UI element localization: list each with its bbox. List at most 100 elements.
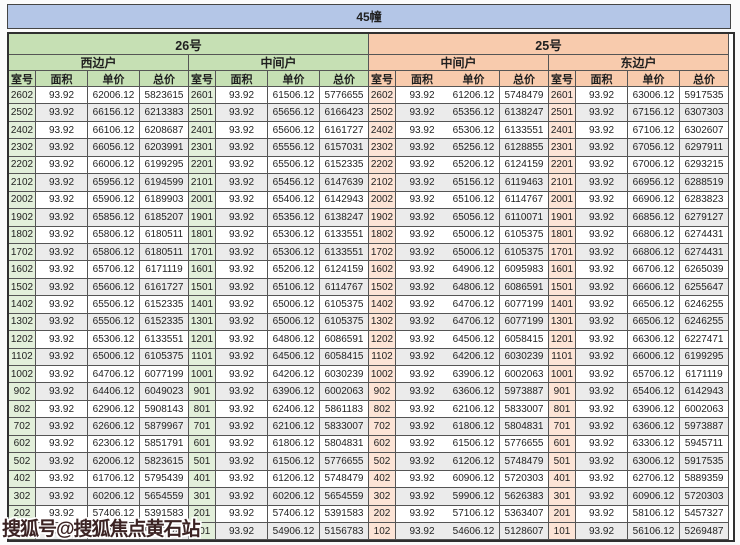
cell-area: 93.92 xyxy=(576,139,628,157)
cell-room: 201 xyxy=(549,505,576,523)
cell-total-price: 6002063 xyxy=(320,383,369,401)
cell-total-price: 6133551 xyxy=(320,243,369,262)
cell-unit-price: 63606.12 xyxy=(628,418,680,436)
cell-total-price: 6189903 xyxy=(140,191,189,210)
cell-total-price: 6128855 xyxy=(500,139,549,157)
cell-unit-price: 65356.12 xyxy=(268,209,320,227)
cell-unit-price: 65406.12 xyxy=(628,383,680,401)
cell-room: 2002 xyxy=(9,191,36,210)
cell-area: 93.92 xyxy=(216,261,268,279)
cell-room: 702 xyxy=(9,418,36,436)
cell-room: 2302 xyxy=(369,139,396,157)
cell-area: 93.92 xyxy=(576,435,628,454)
cell-total-price: 5203743 xyxy=(140,522,189,541)
cell-area: 93.92 xyxy=(216,209,268,227)
price-table-page: 45幢 26号 25号 西边户 中间户 中间户 东边户 室号 面积 单价 总价 室号 面积… xyxy=(7,4,735,543)
cell-area: 93.92 xyxy=(36,226,88,244)
cell-area: 93.92 xyxy=(396,453,448,471)
cell-room: 2601 xyxy=(549,87,576,105)
cell-total-price: 6030239 xyxy=(500,348,549,366)
cell-unit-price: 61206.12 xyxy=(268,470,320,489)
cell-total-price: 5917535 xyxy=(680,453,729,471)
building-header-25: 25号 xyxy=(369,34,729,55)
cell-room: 902 xyxy=(369,383,396,401)
cell-area: 93.92 xyxy=(576,383,628,401)
cell-room: 1901 xyxy=(549,209,576,227)
cell-room: 2201 xyxy=(549,156,576,175)
cell-unit-price: 61506.12 xyxy=(448,435,500,454)
cell-area: 93.92 xyxy=(36,348,88,366)
cell-room: 2201 xyxy=(189,156,216,175)
cell-unit-price: 61806.12 xyxy=(448,418,500,436)
cell-area: 93.92 xyxy=(216,418,268,436)
cell-unit-price: 61506.12 xyxy=(268,87,320,105)
cell-room: 301 xyxy=(189,488,216,506)
cell-area: 93.92 xyxy=(216,522,268,541)
cell-unit-price: 65306.12 xyxy=(88,331,140,349)
cell-total-price: 6142943 xyxy=(680,383,729,401)
cell-room: 2501 xyxy=(549,104,576,122)
cell-unit-price: 56106.12 xyxy=(628,522,680,541)
cell-room: 2502 xyxy=(369,104,396,122)
cell-total-price: 5363407 xyxy=(500,505,549,523)
cell-total-price: 5128607 xyxy=(500,522,549,541)
column-header: 面积 xyxy=(36,71,88,87)
cell-total-price: 6133551 xyxy=(140,331,189,349)
cell-unit-price: 67106.12 xyxy=(628,121,680,140)
cell-unit-price: 64506.12 xyxy=(448,331,500,349)
cell-total-price: 6293215 xyxy=(680,156,729,175)
cell-area: 93.92 xyxy=(216,104,268,122)
cell-room: 1302 xyxy=(9,313,36,332)
cell-room: 2101 xyxy=(549,174,576,192)
column-header: 面积 xyxy=(576,71,628,87)
cell-total-price: 5945711 xyxy=(680,435,729,454)
cell-total-price: 5720303 xyxy=(500,470,549,489)
cell-room: 401 xyxy=(549,470,576,489)
cell-unit-price: 66056.12 xyxy=(88,139,140,157)
cell-total-price: 5795439 xyxy=(140,470,189,489)
cell-total-price: 6185207 xyxy=(140,209,189,227)
cell-area: 93.92 xyxy=(36,505,88,523)
cell-room: 1802 xyxy=(369,226,396,244)
cell-unit-price: 66806.12 xyxy=(628,243,680,262)
cell-total-price: 5457327 xyxy=(680,505,729,523)
column-header: 面积 xyxy=(216,71,268,87)
cell-room: 2302 xyxy=(9,139,36,157)
cell-room: 102 xyxy=(9,522,36,541)
cell-unit-price: 63006.12 xyxy=(628,453,680,471)
cell-unit-price: 63906.12 xyxy=(448,366,500,384)
cell-area: 93.92 xyxy=(576,400,628,419)
cell-room: 2401 xyxy=(549,121,576,140)
cell-total-price: 5748479 xyxy=(500,453,549,471)
cell-area: 93.92 xyxy=(216,278,268,297)
cell-area: 93.92 xyxy=(36,278,88,297)
cell-room: 701 xyxy=(189,418,216,436)
cell-total-price: 6274431 xyxy=(680,243,729,262)
cell-unit-price: 59906.12 xyxy=(448,488,500,506)
cell-area: 93.92 xyxy=(576,243,628,262)
cell-area: 93.92 xyxy=(396,157,448,175)
cell-room: 202 xyxy=(369,505,396,523)
cell-unit-price: 62306.12 xyxy=(88,435,140,454)
cell-room: 2501 xyxy=(189,104,216,122)
cell-room: 902 xyxy=(9,383,36,401)
cell-unit-price: 64506.12 xyxy=(268,348,320,366)
cell-unit-price: 65856.12 xyxy=(88,209,140,227)
column-header: 总价 xyxy=(140,71,189,87)
cell-room: 1101 xyxy=(189,348,216,366)
cell-room: 1902 xyxy=(369,209,396,227)
cell-area: 93.92 xyxy=(396,192,448,210)
cell-room: 1102 xyxy=(9,348,36,366)
cell-total-price: 5156783 xyxy=(320,522,369,541)
cell-area: 93.92 xyxy=(216,243,268,262)
cell-area: 93.92 xyxy=(576,121,628,140)
cell-area: 93.92 xyxy=(36,470,88,489)
cell-unit-price: 67006.12 xyxy=(628,156,680,175)
cell-area: 93.92 xyxy=(396,227,448,244)
section-header-middle-25: 中间户 xyxy=(369,55,549,71)
cell-room: 501 xyxy=(549,453,576,471)
cell-total-price: 6105375 xyxy=(320,313,369,332)
cell-area: 93.92 xyxy=(216,383,268,401)
cell-area: 93.92 xyxy=(36,191,88,210)
cell-area: 93.92 xyxy=(576,522,628,541)
